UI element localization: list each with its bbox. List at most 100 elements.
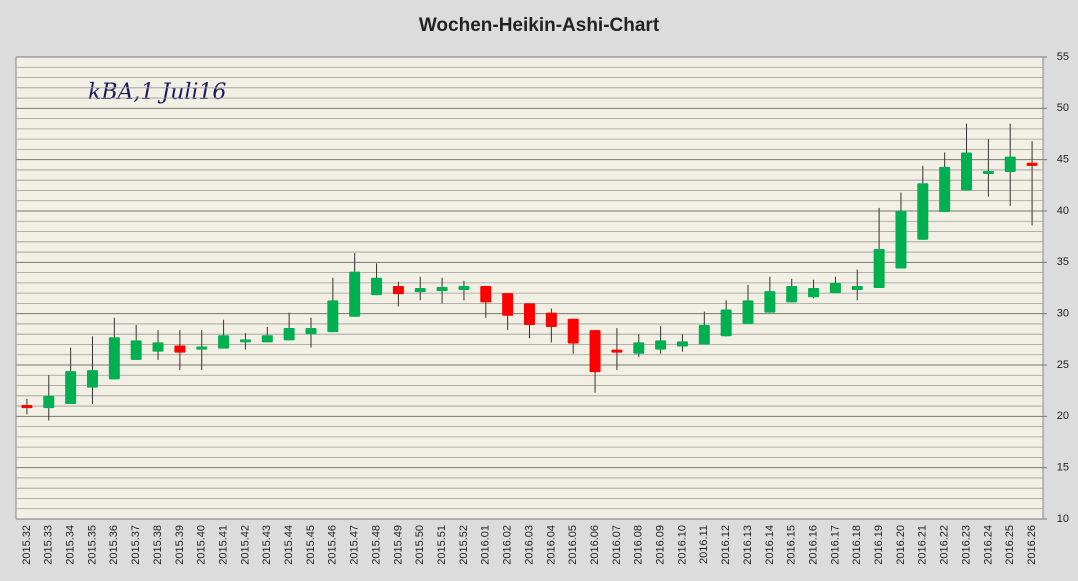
x-tick-label: 2016.17 bbox=[829, 525, 841, 565]
x-tick-label: 2015.46 bbox=[327, 525, 339, 565]
candle-body bbox=[720, 309, 732, 337]
candle-body bbox=[305, 328, 317, 335]
x-tick-label: 2016.20 bbox=[895, 525, 907, 565]
y-tick-label: 55 bbox=[1057, 51, 1069, 63]
y-tick-label: 30 bbox=[1057, 308, 1069, 320]
candle-body bbox=[917, 183, 929, 240]
x-tick-label: 2015.35 bbox=[86, 525, 98, 565]
candle-body bbox=[895, 211, 907, 269]
candle-body bbox=[939, 166, 951, 213]
candle-body bbox=[961, 152, 973, 191]
candle-body bbox=[327, 300, 339, 333]
candle-body bbox=[655, 340, 667, 350]
x-tick-label: 2016.04 bbox=[545, 525, 557, 565]
candle-body bbox=[436, 286, 448, 292]
candle-body bbox=[86, 370, 98, 388]
x-tick-label: 2015.34 bbox=[65, 525, 77, 565]
x-tick-label: 2016.19 bbox=[873, 525, 885, 565]
x-tick-label: 2016.10 bbox=[676, 525, 688, 565]
candle-body bbox=[676, 341, 688, 347]
candle-body bbox=[108, 337, 120, 380]
x-tick-label: 2016.05 bbox=[567, 525, 579, 565]
candle-body bbox=[1004, 156, 1016, 172]
x-tick-label: 2016.18 bbox=[851, 525, 863, 565]
candle-body bbox=[218, 335, 230, 349]
x-tick-label: 2015.51 bbox=[436, 525, 448, 565]
candle-body bbox=[1026, 162, 1038, 166]
candle-body bbox=[392, 285, 404, 295]
y-tick-label: 35 bbox=[1057, 256, 1069, 268]
candle-body bbox=[65, 371, 77, 405]
y-tick-label: 25 bbox=[1057, 359, 1069, 371]
x-tick-label: 2015.52 bbox=[458, 525, 470, 565]
candle-body bbox=[261, 335, 273, 343]
x-tick-label: 2016.14 bbox=[764, 525, 776, 565]
candle-body bbox=[130, 340, 142, 360]
candle-body bbox=[764, 291, 776, 313]
candle-body bbox=[982, 170, 994, 175]
x-tick-label: 2016.25 bbox=[1004, 525, 1016, 565]
x-tick-label: 2015.41 bbox=[217, 525, 229, 565]
y-tick-label: 15 bbox=[1057, 462, 1069, 474]
x-tick-label: 2015.33 bbox=[43, 525, 55, 565]
candle-body bbox=[808, 288, 820, 298]
x-tick-label: 2016.24 bbox=[982, 525, 994, 565]
x-tick-label: 2016.02 bbox=[502, 525, 514, 565]
y-tick-label: 40 bbox=[1057, 205, 1069, 217]
x-tick-label: 2015.42 bbox=[239, 525, 251, 565]
candle-body bbox=[152, 342, 164, 352]
candle-body bbox=[567, 318, 579, 344]
candle-body bbox=[829, 282, 841, 294]
x-tick-label: 2015.50 bbox=[414, 525, 426, 565]
x-tick-label: 2016.09 bbox=[655, 525, 667, 565]
x-tick-label: 2016.22 bbox=[939, 525, 951, 565]
x-tick-label: 2015.39 bbox=[174, 525, 186, 565]
x-tick-label: 2015.43 bbox=[261, 525, 273, 565]
x-tick-label: 2016.26 bbox=[1026, 525, 1038, 565]
candle-body bbox=[174, 345, 186, 353]
x-tick-label: 2015.48 bbox=[370, 525, 382, 565]
x-tick-label: 2015.40 bbox=[196, 525, 208, 565]
candle-body bbox=[742, 300, 754, 324]
candle-body bbox=[611, 349, 623, 353]
x-tick-label: 2015.32 bbox=[21, 525, 33, 565]
candle-body bbox=[283, 328, 295, 341]
x-tick-label: 2015.49 bbox=[392, 525, 404, 565]
x-tick-label: 2016.16 bbox=[807, 525, 819, 565]
x-tick-label: 2016.23 bbox=[960, 525, 972, 565]
y-tick-label: 45 bbox=[1057, 154, 1069, 166]
x-tick-label: 2016.15 bbox=[786, 525, 798, 565]
candle-body bbox=[851, 285, 863, 291]
y-tick-label: 50 bbox=[1057, 102, 1069, 114]
candle-body bbox=[43, 395, 55, 409]
x-tick-label: 2015.45 bbox=[305, 525, 317, 565]
candle-body bbox=[786, 285, 798, 303]
x-tick-label: 2016.11 bbox=[698, 525, 710, 564]
candle-body bbox=[458, 285, 470, 291]
candle-body bbox=[480, 285, 492, 303]
x-tick-label: 2015.44 bbox=[283, 525, 295, 565]
candle-body bbox=[196, 346, 208, 350]
x-tick-label: 2016.13 bbox=[742, 525, 754, 565]
chart-title: Wochen-Heikin-Ashi-Chart bbox=[419, 15, 660, 36]
candle-body bbox=[239, 339, 251, 343]
candle-body bbox=[414, 288, 426, 293]
y-tick-label: 10 bbox=[1057, 513, 1069, 525]
x-tick-label: 2016.03 bbox=[523, 525, 535, 565]
x-tick-label: 2016.01 bbox=[480, 525, 492, 565]
candle-body bbox=[873, 248, 885, 288]
y-tick-label: 20 bbox=[1057, 410, 1069, 422]
x-tick-label: 2015.47 bbox=[349, 525, 361, 565]
candle-body bbox=[21, 405, 33, 409]
candle-body bbox=[698, 324, 710, 345]
x-tick-label: 2015.38 bbox=[152, 525, 164, 565]
x-tick-label: 2016.07 bbox=[611, 525, 623, 565]
candle-body bbox=[349, 271, 361, 317]
x-tick-label: 2016.08 bbox=[633, 525, 645, 565]
candle-body bbox=[633, 342, 645, 354]
x-tick-label: 2016.21 bbox=[917, 525, 929, 565]
x-tick-label: 2016.06 bbox=[589, 525, 601, 565]
candle-body bbox=[524, 303, 535, 325]
candle-body bbox=[502, 293, 514, 316]
